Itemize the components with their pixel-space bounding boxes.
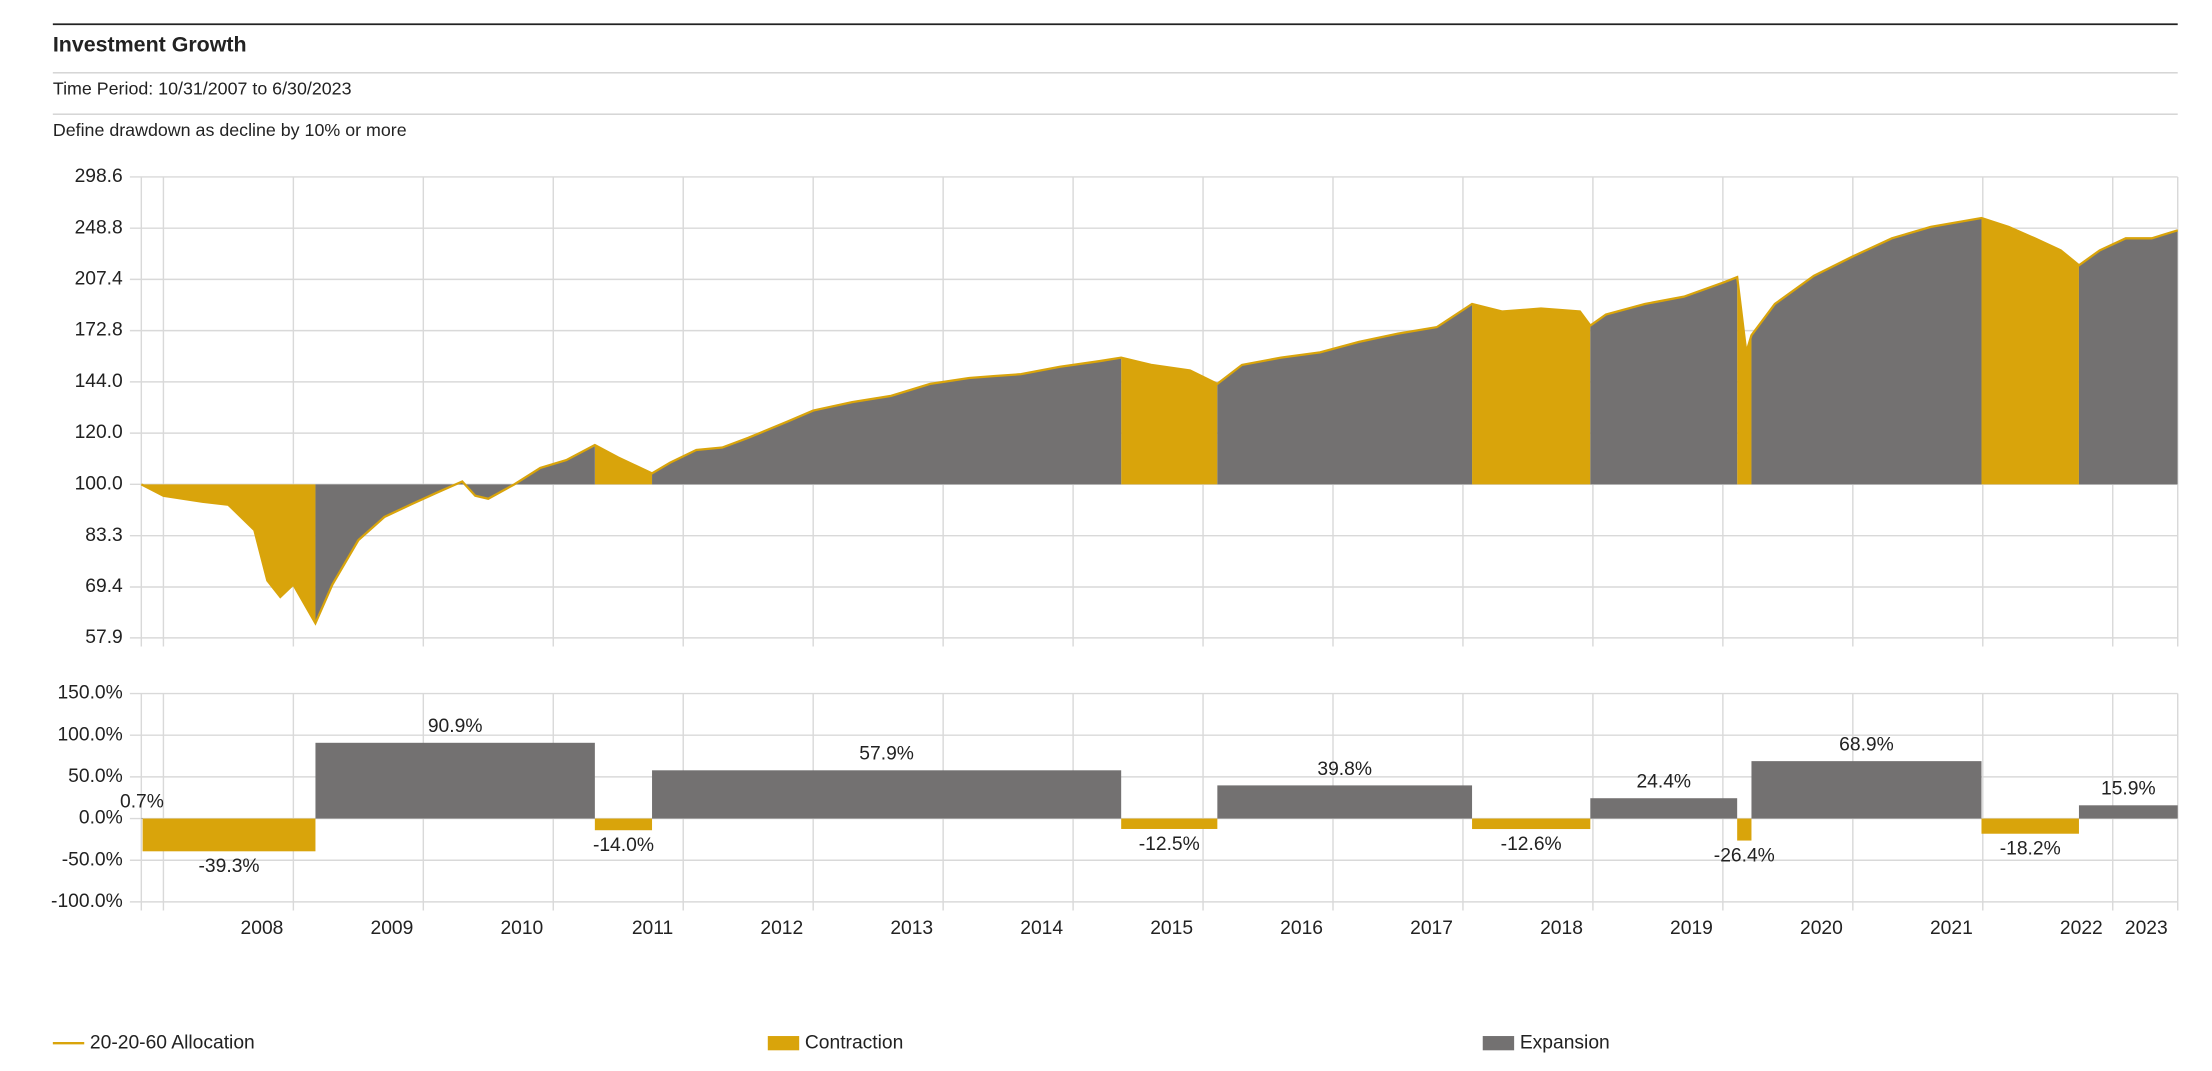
x-tick-label: 2022 xyxy=(2060,918,2103,939)
y-tick-label: -100.0% xyxy=(51,891,123,912)
legend-swatch xyxy=(767,1036,800,1051)
x-tick-label: 2008 xyxy=(241,918,284,939)
y-tick-label: 248.8 xyxy=(75,217,123,238)
area xyxy=(142,484,316,624)
x-tick-label: 2023 xyxy=(2125,918,2168,939)
y-tick-label: 172.8 xyxy=(75,320,123,341)
value-label: 0.7% xyxy=(120,791,164,812)
legend-label: 20-20-60 Allocation xyxy=(90,1032,255,1053)
area xyxy=(1217,303,1473,485)
value-label: -39.3% xyxy=(199,856,260,877)
value-label: -26.4% xyxy=(1714,845,1775,866)
x-tick-label: 2010 xyxy=(500,918,543,939)
x-tick-label: 2009 xyxy=(371,918,414,939)
area xyxy=(1472,303,1591,485)
value-label: 57.9% xyxy=(859,744,914,765)
y-tick-label: 298.6 xyxy=(75,166,123,187)
y-tick-label: -50.0% xyxy=(62,849,123,870)
x-tick-label: 2018 xyxy=(1540,918,1583,939)
x-tick-label: 2017 xyxy=(1410,918,1453,939)
value-label: -14.0% xyxy=(593,835,654,856)
value-label: -12.5% xyxy=(1139,834,1200,855)
bar xyxy=(652,770,1122,819)
note: Define drawdown as decline by 10% or mor… xyxy=(53,120,407,140)
bar xyxy=(141,817,143,819)
legend-swatch xyxy=(1482,1036,1515,1051)
area xyxy=(1981,218,2079,485)
legend-label: Expansion xyxy=(1520,1032,1610,1053)
y-tick-label: 144.0 xyxy=(75,371,123,392)
y-tick-label: 83.3 xyxy=(85,525,122,546)
area xyxy=(1751,218,1982,485)
line xyxy=(140,216,2179,626)
value-label: 15.9% xyxy=(2101,779,2156,800)
area xyxy=(1737,277,1752,485)
x-tick-label: 2016 xyxy=(1280,918,1323,939)
y-tick-label: 100.0% xyxy=(57,724,122,745)
x-tick-label: 2014 xyxy=(1020,918,1063,939)
y-tick-label: 150.0% xyxy=(57,683,122,704)
x-tick-label: 2012 xyxy=(760,918,803,939)
bar xyxy=(2078,805,2178,819)
title: Investment Growth xyxy=(53,32,247,56)
bar xyxy=(315,742,595,819)
x-tick-label: 2013 xyxy=(890,918,933,939)
y-tick-label: 50.0% xyxy=(68,766,123,787)
value-label: -18.2% xyxy=(2000,839,2061,860)
subtitle: Time Period: 10/31/2007 to 6/30/2023 xyxy=(53,79,352,99)
value-label: 90.9% xyxy=(428,716,483,737)
y-tick-label: 100.0 xyxy=(75,473,123,494)
bar xyxy=(594,818,653,831)
value-label: 68.9% xyxy=(1839,735,1894,756)
bar xyxy=(1217,785,1473,819)
bar xyxy=(1590,798,1738,819)
bar xyxy=(142,818,316,852)
area xyxy=(1590,277,1738,485)
x-tick-label: 2015 xyxy=(1150,918,1193,939)
bar xyxy=(1737,818,1752,841)
area xyxy=(2078,230,2178,485)
bar xyxy=(1751,761,1982,819)
x-tick-label: 2011 xyxy=(632,918,673,939)
area xyxy=(652,357,1122,485)
x-tick-label: 2021 xyxy=(1930,918,1973,939)
y-tick-label: 57.9 xyxy=(85,627,122,648)
area xyxy=(1121,357,1218,485)
area xyxy=(315,445,595,624)
bar xyxy=(1472,818,1591,830)
y-tick-label: 207.4 xyxy=(75,268,123,289)
y-tick-label: 69.4 xyxy=(85,576,123,597)
value-label: 39.8% xyxy=(1317,759,1372,780)
bar xyxy=(1981,818,2079,834)
value-label: -12.6% xyxy=(1501,834,1562,855)
area xyxy=(594,445,653,485)
y-tick-label: 0.0% xyxy=(79,808,123,829)
x-tick-label: 2019 xyxy=(1670,918,1713,939)
value-label: 24.4% xyxy=(1636,772,1691,793)
y-tick-label: 120.0 xyxy=(75,422,123,443)
bar xyxy=(1121,818,1218,829)
x-tick-label: 2020 xyxy=(1800,918,1843,939)
legend-label: Contraction xyxy=(805,1032,903,1053)
